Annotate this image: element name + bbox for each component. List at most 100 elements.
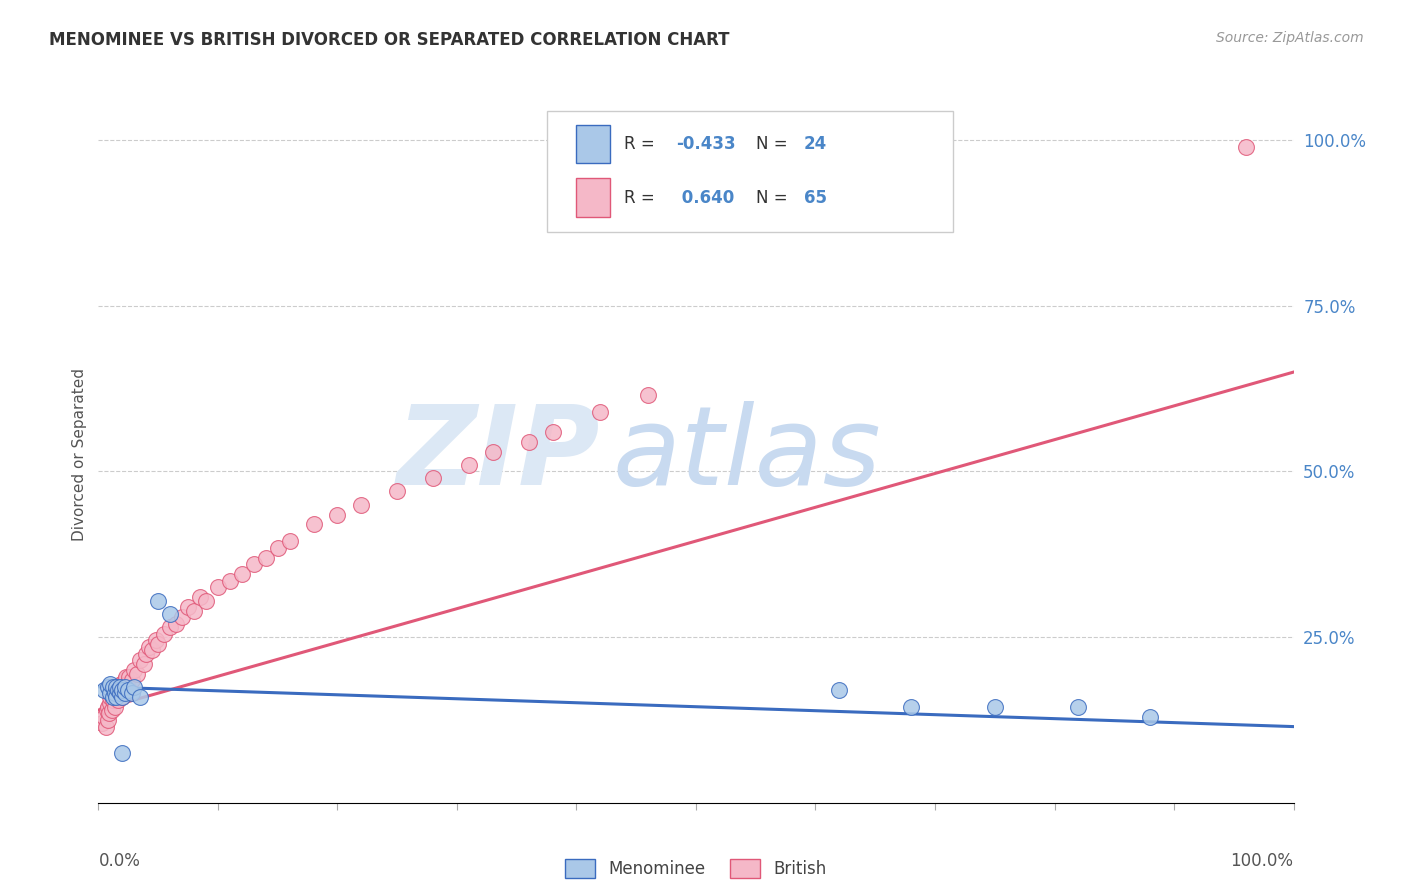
Text: Source: ZipAtlas.com: Source: ZipAtlas.com: [1216, 31, 1364, 45]
Point: [112, 683, 135, 698]
Point: [93, 709, 115, 723]
Point: [165, 616, 187, 631]
Point: [110, 676, 132, 690]
Point: [111, 683, 134, 698]
Point: [177, 600, 200, 615]
Point: [101, 693, 124, 707]
Point: [97, 680, 120, 694]
Point: [900, 699, 922, 714]
Point: [108, 680, 131, 694]
Point: [458, 458, 481, 472]
Point: [103, 686, 125, 700]
Point: [1067, 699, 1090, 714]
Point: [105, 690, 128, 704]
Legend: Menominee, British: Menominee, British: [558, 853, 834, 885]
Point: [98, 690, 122, 704]
Point: [243, 558, 266, 572]
Point: [93, 683, 115, 698]
Point: [983, 699, 1005, 714]
Text: N =: N =: [756, 135, 793, 153]
Point: [1234, 140, 1257, 154]
Point: [114, 673, 136, 688]
Point: [98, 697, 122, 711]
Point: [105, 680, 128, 694]
Point: [141, 643, 163, 657]
Point: [278, 534, 301, 549]
Point: [111, 690, 134, 704]
Point: [267, 541, 290, 555]
Point: [135, 647, 157, 661]
Point: [101, 680, 124, 694]
Point: [194, 593, 217, 607]
Point: [114, 686, 136, 700]
Point: [124, 680, 146, 694]
Point: [114, 680, 136, 694]
Point: [91, 716, 114, 731]
Point: [117, 683, 139, 698]
Text: N =: N =: [756, 188, 793, 207]
Point: [104, 699, 127, 714]
Point: [219, 574, 242, 588]
Point: [98, 676, 122, 690]
Point: [111, 690, 134, 704]
Text: 100.0%: 100.0%: [1230, 852, 1294, 870]
Point: [129, 690, 152, 704]
Point: [121, 673, 143, 688]
Point: [98, 706, 121, 721]
Point: [481, 444, 505, 458]
Point: [153, 627, 176, 641]
Point: [172, 610, 194, 624]
Point: [132, 657, 155, 671]
Point: [231, 567, 253, 582]
Text: atlas: atlas: [612, 401, 882, 508]
Point: [159, 607, 181, 621]
Point: [97, 699, 120, 714]
Point: [97, 713, 120, 727]
Text: MENOMINEE VS BRITISH DIVORCED OR SEPARATED CORRELATION CHART: MENOMINEE VS BRITISH DIVORCED OR SEPARAT…: [49, 31, 730, 49]
Point: [107, 683, 129, 698]
Point: [129, 653, 152, 667]
Point: [517, 434, 540, 449]
Point: [159, 620, 181, 634]
Text: 0.0%: 0.0%: [98, 852, 141, 870]
Bar: [576, 178, 610, 217]
Point: [114, 680, 136, 694]
Point: [115, 676, 138, 690]
Text: R =: R =: [624, 188, 661, 207]
Point: [148, 593, 170, 607]
Point: [385, 484, 409, 499]
Point: [188, 591, 211, 605]
Point: [111, 680, 134, 694]
Point: [111, 746, 134, 760]
Point: [100, 703, 122, 717]
Point: [96, 703, 118, 717]
Point: [589, 405, 612, 419]
Point: [98, 686, 122, 700]
FancyBboxPatch shape: [547, 111, 953, 232]
Point: [183, 604, 205, 618]
Text: ZIP: ZIP: [396, 401, 600, 508]
Point: [350, 498, 373, 512]
Text: -0.433: -0.433: [676, 135, 735, 153]
Point: [637, 388, 659, 402]
Text: 65: 65: [804, 188, 827, 207]
Point: [108, 686, 131, 700]
Point: [108, 686, 131, 700]
Point: [115, 670, 138, 684]
Point: [828, 683, 851, 698]
Text: R =: R =: [624, 135, 661, 153]
Point: [118, 670, 141, 684]
Text: 24: 24: [804, 135, 827, 153]
Point: [145, 633, 167, 648]
Point: [326, 508, 349, 522]
Point: [105, 690, 128, 704]
Point: [107, 683, 129, 698]
Point: [1139, 709, 1161, 723]
Point: [117, 680, 139, 694]
Text: 0.640: 0.640: [676, 188, 734, 207]
Point: [422, 471, 444, 485]
Point: [94, 720, 117, 734]
Y-axis label: Divorced or Separated: Divorced or Separated: [72, 368, 87, 541]
Point: [541, 425, 564, 439]
Point: [101, 690, 124, 704]
